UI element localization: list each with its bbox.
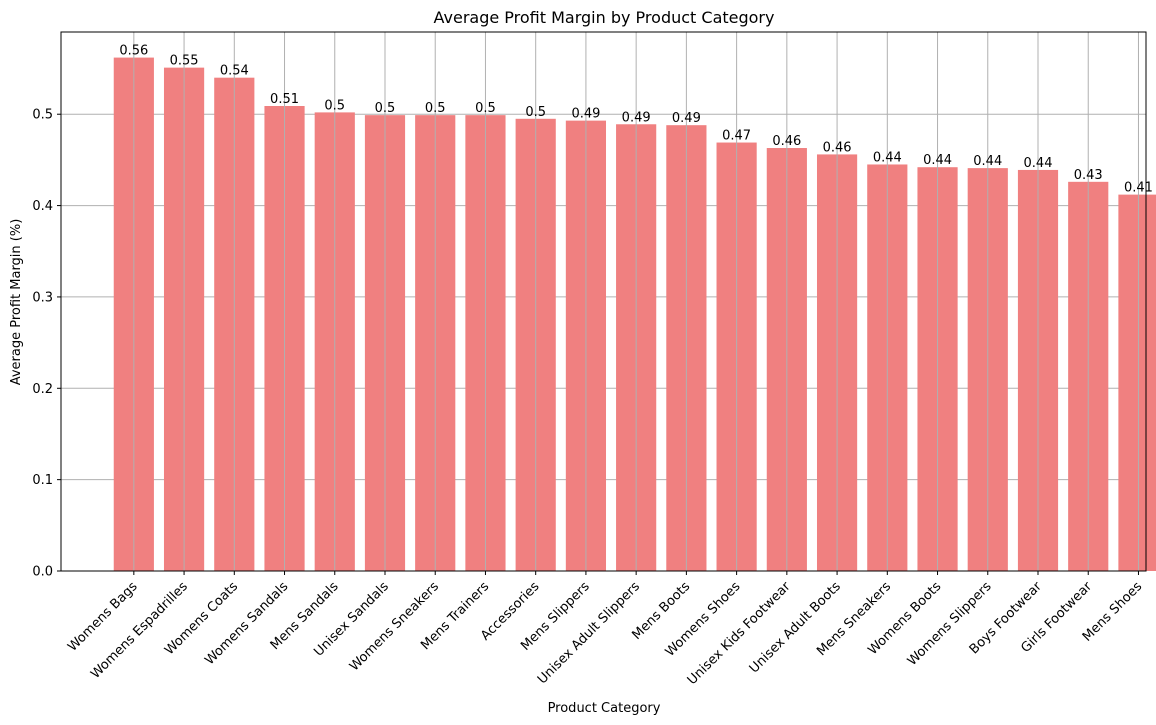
bar-value-label: 0.55 [170, 54, 199, 69]
plot-frame [60, 31, 1147, 572]
x-tick-label: Womens Sandals [202, 579, 291, 668]
bar-value-label: 0.5 [475, 101, 496, 116]
y-tick-label: 0.2 [32, 382, 53, 397]
bar-value-label: 0.46 [823, 140, 852, 155]
bar-value-label: 0.49 [672, 111, 701, 126]
chart-title: Average Profit Margin by Product Categor… [434, 8, 775, 27]
bar-value-label: 0.54 [220, 64, 249, 79]
bar [1118, 194, 1156, 571]
bar-value-label: 0.44 [1024, 156, 1053, 171]
bar-value-label: 0.44 [923, 153, 952, 168]
x-tick-label: Unisex Adult Boots [747, 579, 844, 676]
y-tick-label: 0.0 [32, 565, 53, 580]
y-tick-label: 0.1 [32, 473, 53, 488]
y-tick-label: 0.4 [32, 199, 53, 214]
bar-value-label: 0.44 [973, 154, 1002, 169]
bar-value-label: 0.49 [622, 110, 651, 125]
bar-value-label: 0.5 [324, 98, 345, 113]
x-tick-label: Unisex Adult Slippers [535, 579, 643, 687]
bar-value-label: 0.5 [375, 101, 396, 116]
bar-value-label: 0.44 [873, 150, 902, 165]
bar-value-label: 0.43 [1074, 168, 1103, 183]
bar-value-label: 0.5 [425, 101, 446, 116]
y-axis-title: Average Profit Margin (%) [9, 219, 24, 386]
bars-layer [113, 57, 1156, 572]
bar-value-label: 0.5 [525, 105, 546, 120]
bar-value-label: 0.47 [722, 129, 751, 144]
bar-value-label: 0.41 [1124, 181, 1153, 196]
bar-value-label: 0.56 [119, 44, 148, 59]
x-tick-label: Womens Slippers [905, 579, 995, 669]
bar-value-label: 0.51 [270, 92, 299, 107]
x-tick-label: Womens Sneakers [347, 579, 442, 674]
bar-value-label: 0.49 [571, 107, 600, 122]
x-axis-title: Product Category [548, 701, 661, 716]
y-tick-label: 0.3 [32, 290, 53, 305]
y-tick-label: 0.5 [32, 108, 53, 123]
bar-value-label: 0.46 [772, 134, 801, 149]
x-tick-label: Womens Espadrilles [88, 579, 191, 682]
